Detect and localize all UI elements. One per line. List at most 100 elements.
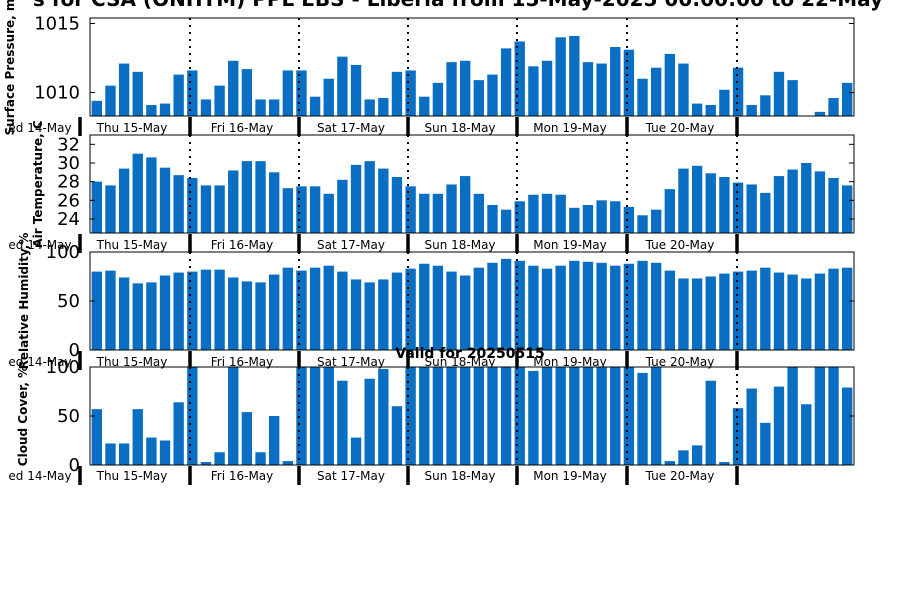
bar-mark: [391, 177, 403, 233]
y-tick-label: 1015: [34, 14, 80, 35]
bar-mark: [173, 402, 184, 465]
bar-mark: [350, 164, 362, 233]
bar-mark: [650, 262, 662, 350]
day-label: Sat 17-May: [317, 355, 385, 369]
y-tick-label: 28: [57, 172, 80, 193]
bar-mark: [773, 272, 785, 350]
day-label: Fri 16-May: [211, 355, 274, 369]
bar-mark: [541, 60, 553, 116]
bar-mark: [159, 103, 171, 116]
day-label: Sun 18-May: [424, 121, 495, 135]
bar-mark: [350, 437, 362, 465]
bar-mark: [268, 99, 280, 116]
day-label: Mon 19-May: [533, 469, 607, 483]
bar-mark: [364, 282, 375, 350]
bar-mark: [159, 167, 171, 233]
chart-title: s for CSA (ONHTM) PPL EBS - Liberia from…: [33, 0, 883, 11]
bar-mark: [228, 277, 239, 350]
day-label: Thu 15-May: [96, 469, 168, 483]
bar-mark: [596, 262, 607, 350]
bar-mark: [132, 283, 143, 350]
bar-mark: [364, 378, 375, 465]
bar-mark: [773, 386, 785, 465]
bar-mark: [405, 70, 416, 116]
bar-mark: [541, 193, 553, 233]
bar-mark: [419, 367, 430, 465]
bar-mark: [419, 96, 430, 116]
day-label: Fri 16-May: [211, 238, 274, 252]
bar-mark: [760, 422, 771, 465]
y-tick-label: 0: [69, 455, 80, 476]
bar-mark: [610, 265, 621, 350]
bar-mark: [746, 104, 757, 116]
bar-mark: [241, 161, 253, 233]
bar-mark: [500, 209, 512, 233]
bar-mark: [378, 279, 389, 350]
bar-mark: [719, 273, 730, 350]
bar-mark: [801, 278, 812, 350]
day-label: Fri 16-May: [211, 121, 274, 135]
bar-mark: [528, 66, 539, 116]
bar-mark: [91, 409, 103, 465]
bar-mark: [459, 367, 471, 465]
y-tick-label: 1010: [34, 83, 80, 104]
day-label: Tue 20-May: [645, 121, 715, 135]
bar-mark: [582, 261, 594, 350]
bar-mark: [691, 103, 703, 116]
bar-mark: [378, 168, 389, 233]
day-label: Thu 15-May: [96, 121, 168, 135]
bar-mark: [678, 278, 689, 350]
bar-mark: [105, 185, 116, 233]
bar-mark: [541, 367, 553, 465]
bar-mark: [337, 271, 348, 350]
bar-mark: [473, 267, 485, 350]
bar-mark: [391, 71, 403, 116]
bar-mark: [705, 276, 716, 350]
bar-mark: [678, 168, 689, 233]
bar-mark: [446, 367, 457, 465]
day-label: Sat 17-May: [317, 121, 385, 135]
bar-mark: [610, 367, 621, 465]
bar-mark: [132, 409, 143, 465]
bar-mark: [187, 177, 198, 233]
bar-mark: [268, 416, 280, 465]
bar-mark: [214, 85, 225, 116]
bar-mark: [214, 269, 225, 350]
bar-mark: [569, 35, 580, 116]
y-tick-label: 32: [57, 134, 80, 155]
bar-mark: [159, 440, 171, 465]
bar-mark: [828, 268, 839, 350]
bar-mark: [650, 67, 662, 116]
bar-mark: [296, 70, 307, 116]
bar-mark: [323, 367, 334, 465]
y-axis-label: Relative Humidity,%: [17, 233, 31, 370]
bar-mark: [446, 184, 457, 233]
bar-mark: [746, 184, 757, 233]
bar-mark: [282, 267, 294, 350]
bar-mark: [91, 181, 103, 233]
bar-mark: [105, 270, 116, 350]
bar-mark: [323, 265, 334, 350]
bar-mark: [432, 82, 444, 116]
day-label: Sun 18-May: [424, 469, 495, 483]
bar-mark: [678, 450, 689, 465]
bar-mark: [337, 179, 348, 233]
bar-mark: [459, 275, 471, 350]
y-tick-label: 24: [57, 209, 80, 230]
bar-mark: [746, 270, 757, 350]
day-label: Tue 20-May: [645, 238, 715, 252]
bar-mark: [596, 367, 607, 465]
bar-mark: [118, 63, 130, 116]
bar-mark: [337, 380, 348, 465]
bar-mark: [146, 437, 157, 465]
bar-mark: [200, 269, 212, 350]
bar-mark: [773, 71, 785, 116]
bar-mark: [118, 277, 130, 350]
bar-mark: [296, 186, 307, 233]
y-tick-label: 30: [57, 153, 80, 174]
y-tick-label: 100: [46, 357, 80, 378]
bar-mark: [405, 268, 416, 350]
bar-mark: [760, 267, 771, 350]
bar-mark: [569, 260, 580, 350]
